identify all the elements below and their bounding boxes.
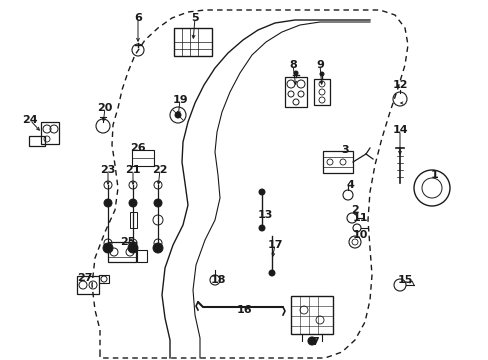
Text: 21: 21 bbox=[125, 165, 141, 175]
Text: 11: 11 bbox=[351, 213, 367, 223]
Text: 22: 22 bbox=[152, 165, 167, 175]
Text: 18: 18 bbox=[210, 275, 225, 285]
Text: 1: 1 bbox=[430, 170, 438, 180]
Circle shape bbox=[259, 189, 264, 195]
Text: 16: 16 bbox=[237, 305, 252, 315]
Bar bbox=[137, 250, 147, 262]
Text: 8: 8 bbox=[288, 60, 296, 70]
Text: 9: 9 bbox=[315, 60, 323, 70]
Text: 24: 24 bbox=[22, 115, 38, 125]
Text: 26: 26 bbox=[130, 143, 145, 153]
Bar bbox=[99, 275, 109, 283]
Circle shape bbox=[128, 243, 138, 253]
Bar bbox=[174, 28, 212, 56]
Text: 5: 5 bbox=[191, 13, 199, 23]
Circle shape bbox=[154, 199, 162, 207]
Circle shape bbox=[268, 270, 274, 276]
Bar bbox=[285, 77, 306, 107]
Circle shape bbox=[307, 337, 315, 345]
Text: 4: 4 bbox=[346, 180, 353, 190]
Bar bbox=[41, 122, 59, 144]
Text: 12: 12 bbox=[391, 80, 407, 90]
Bar bbox=[129, 212, 136, 228]
Text: 20: 20 bbox=[97, 103, 112, 113]
Text: 23: 23 bbox=[100, 165, 116, 175]
Bar bbox=[323, 151, 352, 173]
Bar bbox=[132, 150, 154, 166]
Circle shape bbox=[175, 112, 181, 118]
Circle shape bbox=[259, 225, 264, 231]
Circle shape bbox=[103, 243, 113, 253]
Bar bbox=[29, 136, 45, 146]
Bar bbox=[290, 296, 332, 334]
Circle shape bbox=[293, 71, 297, 75]
Text: 6: 6 bbox=[134, 13, 142, 23]
Bar bbox=[108, 242, 136, 262]
Text: 2: 2 bbox=[350, 205, 358, 215]
Text: 3: 3 bbox=[341, 145, 348, 155]
Text: 25: 25 bbox=[120, 237, 135, 247]
Text: 17: 17 bbox=[267, 240, 282, 250]
Text: 14: 14 bbox=[391, 125, 407, 135]
Circle shape bbox=[129, 199, 137, 207]
Circle shape bbox=[104, 199, 112, 207]
Bar bbox=[313, 79, 329, 105]
Text: 7: 7 bbox=[310, 337, 318, 347]
Circle shape bbox=[319, 72, 324, 76]
Circle shape bbox=[153, 243, 163, 253]
Text: 19: 19 bbox=[172, 95, 187, 105]
Bar bbox=[77, 276, 99, 294]
Text: 27: 27 bbox=[77, 273, 93, 283]
Text: 10: 10 bbox=[351, 230, 367, 240]
Text: 13: 13 bbox=[257, 210, 272, 220]
Text: 15: 15 bbox=[397, 275, 412, 285]
